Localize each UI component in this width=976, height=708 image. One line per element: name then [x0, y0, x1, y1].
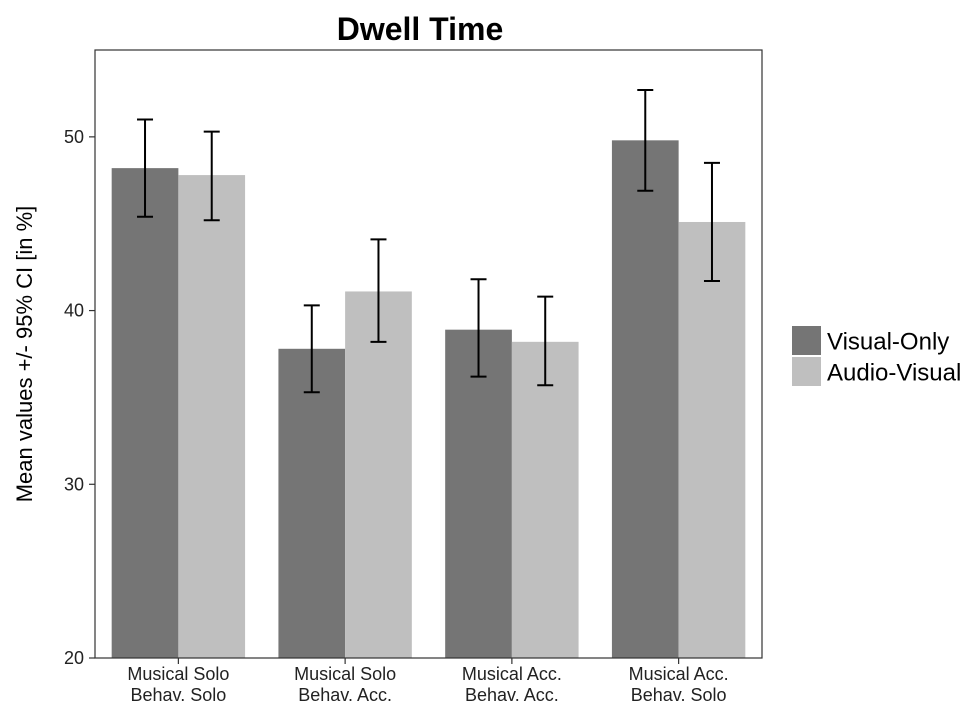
bar-visual-only-0 [111, 168, 179, 658]
x-tick-label: Behav. Solo [631, 685, 727, 705]
legend-swatch [792, 357, 821, 386]
bar-visual-only-2 [445, 329, 512, 658]
x-tick-label: Musical Solo [127, 664, 229, 684]
bar-visual-only-3 [611, 140, 679, 658]
x-tick-label: Musical Acc. [629, 664, 729, 684]
y-axis-label: Mean values +/- 95% CI [in %] [12, 206, 37, 503]
error-bar-audio-visual-1 [370, 238, 387, 343]
error-bar-visual-only-3 [637, 88, 654, 192]
y-tick-label: 30 [64, 474, 84, 494]
x-tick-label: Behav. Acc. [298, 685, 392, 705]
error-bar-visual-only-0 [137, 118, 154, 218]
bar-audio-visual-3 [678, 221, 746, 658]
plot-border [94, 49, 763, 659]
legend: Visual-Only Audio-Visual [792, 326, 961, 387]
x-tick-label: Musical Acc. [462, 664, 562, 684]
legend-label: Audio-Visual [827, 360, 961, 387]
error-bar-visual-only-1 [303, 304, 320, 394]
chart-title: Dwell Time [337, 11, 504, 47]
x-tick-label: Musical Solo [294, 664, 396, 684]
bar-audio-visual-1 [345, 291, 412, 658]
error-bar-audio-visual-0 [203, 130, 220, 222]
legend-swatch [792, 326, 821, 355]
bar-audio-visual-0 [178, 175, 246, 658]
bar-visual-only-1 [278, 348, 346, 658]
x-tick-label: Behav. Solo [131, 685, 227, 705]
y-tick-label: 40 [64, 301, 84, 321]
x-tick-label: Behav. Acc. [465, 685, 559, 705]
error-bar-audio-visual-2 [537, 295, 554, 387]
error-bar-audio-visual-3 [703, 161, 720, 283]
y-tick-label: 20 [64, 648, 84, 668]
y-tick-label: 50 [64, 127, 84, 147]
legend-item-audio-visual: Audio-Visual [792, 357, 961, 387]
bar-audio-visual-2 [511, 341, 579, 658]
legend-label: Visual-Only [827, 329, 949, 356]
legend-item-visual-only: Visual-Only [792, 326, 949, 356]
error-bar-visual-only-2 [470, 278, 487, 378]
